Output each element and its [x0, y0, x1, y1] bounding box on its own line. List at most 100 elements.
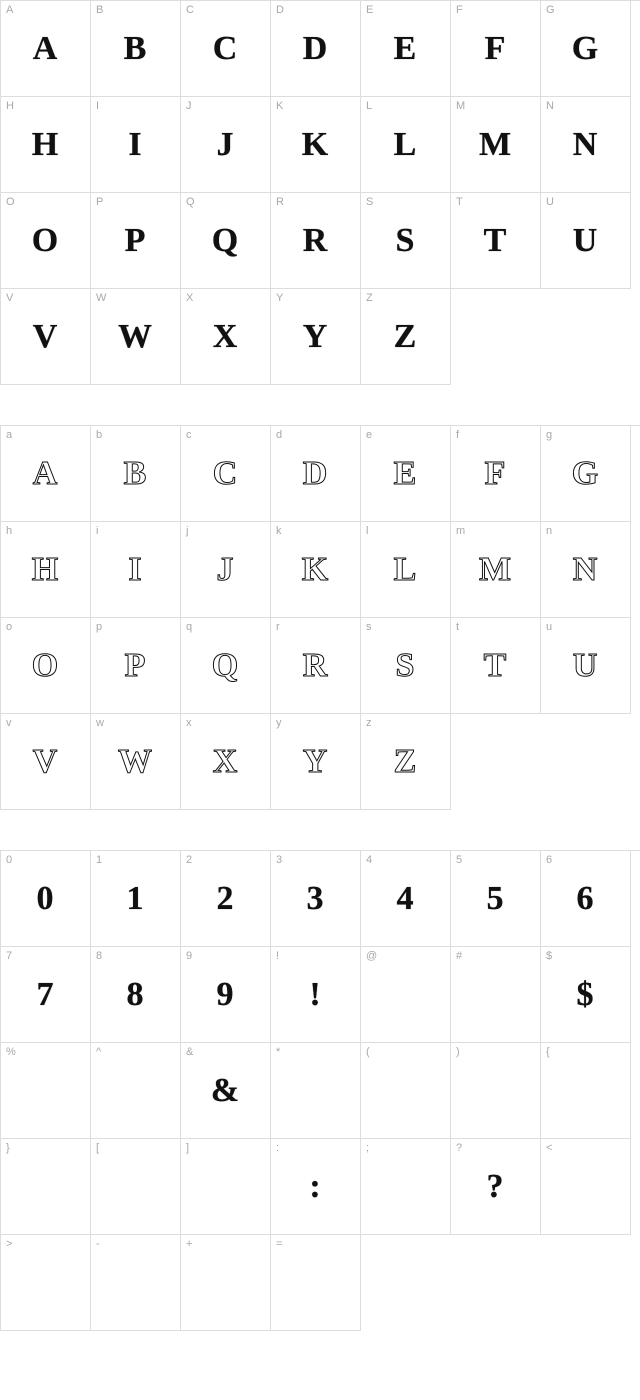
glyph-cell[interactable]: pP [91, 618, 181, 714]
glyph-cell[interactable]: RR [271, 193, 361, 289]
glyph-cell[interactable]: ] [181, 1139, 271, 1235]
glyph-cell[interactable]: JJ [181, 97, 271, 193]
glyph-cell[interactable]: ?? [451, 1139, 541, 1235]
glyph-label: j [186, 525, 188, 537]
glyph-cell[interactable]: WW [91, 289, 181, 385]
glyph-cell[interactable]: 22 [181, 851, 271, 947]
glyph-cell[interactable]: zZ [361, 714, 451, 810]
glyph-cell[interactable]: PP [91, 193, 181, 289]
glyph-cell[interactable]: FF [451, 1, 541, 97]
glyph-cell[interactable]: LL [361, 97, 451, 193]
glyph-cell[interactable]: - [91, 1235, 181, 1331]
glyph-display: 7 [37, 976, 55, 1014]
glyph-cell[interactable]: EE [361, 1, 451, 97]
glyph-cell[interactable]: uU [541, 618, 631, 714]
glyph-cell[interactable]: GG [541, 1, 631, 97]
glyph-cell[interactable]: $$ [541, 947, 631, 1043]
glyph-cell[interactable]: && [181, 1043, 271, 1139]
glyph-cell[interactable]: xX [181, 714, 271, 810]
glyph-display: K [302, 126, 329, 164]
glyph-cell[interactable]: lL [361, 522, 451, 618]
glyph-cell[interactable]: oO [1, 618, 91, 714]
glyph-label: m [456, 525, 465, 537]
glyph-cell[interactable]: 00 [1, 851, 91, 947]
glyph-cell[interactable]: > [1, 1235, 91, 1331]
glyph-cell[interactable]: 88 [91, 947, 181, 1043]
glyph-cell[interactable]: wW [91, 714, 181, 810]
glyph-cell[interactable]: sS [361, 618, 451, 714]
glyph-label: w [96, 717, 104, 729]
glyph-cell[interactable]: [ [91, 1139, 181, 1235]
glyph-cell[interactable]: ZZ [361, 289, 451, 385]
charmap-grid: 00112233445566778899!!@#$$%^&& * (){}[]::;… [0, 850, 640, 1331]
glyph-cell[interactable]: 33 [271, 851, 361, 947]
glyph-cell[interactable]: eE [361, 426, 451, 522]
glyph-cell[interactable]: !! [271, 947, 361, 1043]
glyph-cell[interactable]: VV [1, 289, 91, 385]
glyph-cell[interactable]: YY [271, 289, 361, 385]
glyph-display: X [213, 743, 239, 781]
glyph-cell[interactable]: # [451, 947, 541, 1043]
glyph-cell[interactable]: NN [541, 97, 631, 193]
glyph-cell[interactable]: = [271, 1235, 361, 1331]
glyph-cell[interactable]: { [541, 1043, 631, 1139]
glyph-cell[interactable]: MM [451, 97, 541, 193]
glyph-cell[interactable]: fF [451, 426, 541, 522]
glyph-cell-empty [541, 289, 631, 385]
glyph-cell[interactable]: CC [181, 1, 271, 97]
glyph-cell[interactable]: ; [361, 1139, 451, 1235]
glyph-cell[interactable]: tT [451, 618, 541, 714]
glyph-cell[interactable]: UU [541, 193, 631, 289]
glyph-cell[interactable]: KK [271, 97, 361, 193]
glyph-cell[interactable]: bB [91, 426, 181, 522]
glyph-cell[interactable]: OO [1, 193, 91, 289]
glyph-cell[interactable]: XX [181, 289, 271, 385]
glyph-cell[interactable]: + [181, 1235, 271, 1331]
glyph-cell[interactable]: 99 [181, 947, 271, 1043]
glyph-label: e [366, 429, 372, 441]
glyph-cell[interactable]: cC [181, 426, 271, 522]
glyph-cell[interactable]: II [91, 97, 181, 193]
glyph-cell[interactable]: jJ [181, 522, 271, 618]
glyph-cell[interactable]: 66 [541, 851, 631, 947]
glyph-label: q [186, 621, 192, 633]
glyph-cell[interactable]: } [1, 1139, 91, 1235]
glyph-cell[interactable]: HH [1, 97, 91, 193]
glyph-display: ! [309, 976, 321, 1014]
glyph-cell[interactable]: ( [361, 1043, 451, 1139]
glyph-cell[interactable]: qQ [181, 618, 271, 714]
glyph-cell[interactable]: dD [271, 426, 361, 522]
glyph-cell[interactable]: rR [271, 618, 361, 714]
glyph-display: Q [212, 222, 239, 260]
glyph-cell[interactable]: < [541, 1139, 631, 1235]
glyph-cell[interactable]: @ [361, 947, 451, 1043]
glyph-cell[interactable]: iI [91, 522, 181, 618]
glyph-cell[interactable]: hH [1, 522, 91, 618]
glyph-cell[interactable]: % [1, 1043, 91, 1139]
glyph-cell[interactable]: 44 [361, 851, 451, 947]
glyph-cell[interactable]: ^ [91, 1043, 181, 1139]
glyph-label: G [546, 4, 555, 16]
glyph-display: E [394, 455, 418, 493]
glyph-cell[interactable]: :: [271, 1139, 361, 1235]
glyph-cell[interactable]: yY [271, 714, 361, 810]
glyph-cell[interactable]: TT [451, 193, 541, 289]
glyph-cell[interactable]: gG [541, 426, 631, 522]
glyph-cell[interactable]: QQ [181, 193, 271, 289]
glyph-cell[interactable]: mM [451, 522, 541, 618]
glyph-cell[interactable]: 11 [91, 851, 181, 947]
glyph-cell[interactable]: 77 [1, 947, 91, 1043]
glyph-label: * [276, 1046, 280, 1058]
glyph-cell[interactable]: nN [541, 522, 631, 618]
glyph-cell[interactable]: 55 [451, 851, 541, 947]
glyph-cell[interactable]: DD [271, 1, 361, 97]
glyph-cell[interactable]: kK [271, 522, 361, 618]
glyph-cell[interactable]: BB [91, 1, 181, 97]
glyph-cell[interactable]: ) [451, 1043, 541, 1139]
glyph-cell[interactable]: * [271, 1043, 361, 1139]
glyph-cell[interactable]: vV [1, 714, 91, 810]
glyph-display: V [33, 318, 59, 356]
glyph-cell[interactable]: aA [1, 426, 91, 522]
glyph-cell[interactable]: SS [361, 193, 451, 289]
glyph-cell[interactable]: AA [1, 1, 91, 97]
